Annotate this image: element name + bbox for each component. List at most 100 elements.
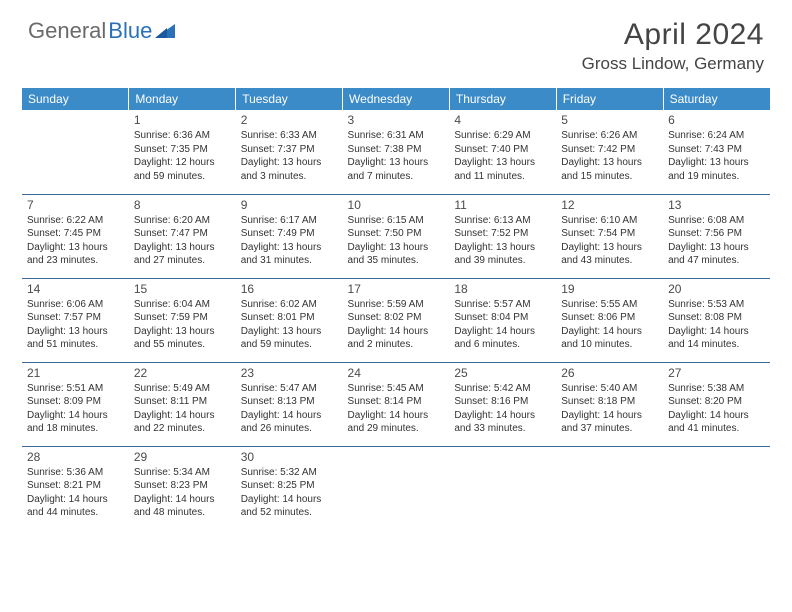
daylight-text: Daylight: 13 hours [668, 241, 765, 255]
daylight-text: and 51 minutes. [27, 338, 124, 352]
title-block: April 2024 Gross Lindow, Germany [582, 18, 764, 74]
day-cell: 18Sunrise: 5:57 AMSunset: 8:04 PMDayligh… [449, 278, 556, 362]
daylight-text: and 2 minutes. [348, 338, 445, 352]
day-number: 13 [668, 198, 765, 212]
sunrise-text: Sunrise: 6:22 AM [27, 214, 124, 228]
day-number: 6 [668, 113, 765, 127]
daylight-text: Daylight: 14 hours [348, 325, 445, 339]
day-cell: 25Sunrise: 5:42 AMSunset: 8:16 PMDayligh… [449, 362, 556, 446]
day-number: 20 [668, 282, 765, 296]
sunrise-text: Sunrise: 5:49 AM [134, 382, 231, 396]
day-header: Friday [556, 88, 663, 110]
day-cell: 13Sunrise: 6:08 AMSunset: 7:56 PMDayligh… [663, 194, 770, 278]
day-number: 21 [27, 366, 124, 380]
sunrise-text: Sunrise: 6:04 AM [134, 298, 231, 312]
sunrise-text: Sunrise: 5:34 AM [134, 466, 231, 480]
sunset-text: Sunset: 7:52 PM [454, 227, 551, 241]
sunset-text: Sunset: 8:13 PM [241, 395, 338, 409]
day-number: 14 [27, 282, 124, 296]
day-cell: 8Sunrise: 6:20 AMSunset: 7:47 PMDaylight… [129, 194, 236, 278]
day-number: 1 [134, 113, 231, 127]
day-cell: 7Sunrise: 6:22 AMSunset: 7:45 PMDaylight… [22, 194, 129, 278]
daylight-text: and 7 minutes. [348, 170, 445, 184]
daylight-text: Daylight: 13 hours [241, 156, 338, 170]
day-cell: 17Sunrise: 5:59 AMSunset: 8:02 PMDayligh… [343, 278, 450, 362]
sunset-text: Sunset: 7:35 PM [134, 143, 231, 157]
daylight-text: Daylight: 13 hours [348, 241, 445, 255]
day-cell: 27Sunrise: 5:38 AMSunset: 8:20 PMDayligh… [663, 362, 770, 446]
day-cell: 19Sunrise: 5:55 AMSunset: 8:06 PMDayligh… [556, 278, 663, 362]
sunset-text: Sunset: 7:49 PM [241, 227, 338, 241]
day-number: 18 [454, 282, 551, 296]
sunrise-text: Sunrise: 6:24 AM [668, 129, 765, 143]
sunset-text: Sunset: 8:23 PM [134, 479, 231, 493]
day-cell: 15Sunrise: 6:04 AMSunset: 7:59 PMDayligh… [129, 278, 236, 362]
daylight-text: Daylight: 14 hours [27, 493, 124, 507]
week-row: 28Sunrise: 5:36 AMSunset: 8:21 PMDayligh… [22, 446, 770, 530]
day-cell: 9Sunrise: 6:17 AMSunset: 7:49 PMDaylight… [236, 194, 343, 278]
day-number: 3 [348, 113, 445, 127]
day-cell [556, 446, 663, 530]
daylight-text: Daylight: 14 hours [134, 493, 231, 507]
week-row: 21Sunrise: 5:51 AMSunset: 8:09 PMDayligh… [22, 362, 770, 446]
daylight-text: Daylight: 14 hours [241, 409, 338, 423]
day-cell: 30Sunrise: 5:32 AMSunset: 8:25 PMDayligh… [236, 446, 343, 530]
sunrise-text: Sunrise: 6:06 AM [27, 298, 124, 312]
day-number: 27 [668, 366, 765, 380]
daylight-text: Daylight: 13 hours [241, 325, 338, 339]
day-cell: 22Sunrise: 5:49 AMSunset: 8:11 PMDayligh… [129, 362, 236, 446]
daylight-text: Daylight: 13 hours [348, 156, 445, 170]
daylight-text: Daylight: 14 hours [668, 409, 765, 423]
sunset-text: Sunset: 8:14 PM [348, 395, 445, 409]
day-number: 10 [348, 198, 445, 212]
daylight-text: and 35 minutes. [348, 254, 445, 268]
day-number: 29 [134, 450, 231, 464]
sunset-text: Sunset: 8:18 PM [561, 395, 658, 409]
daylight-text: Daylight: 14 hours [241, 493, 338, 507]
day-cell: 16Sunrise: 6:02 AMSunset: 8:01 PMDayligh… [236, 278, 343, 362]
sunrise-text: Sunrise: 5:53 AM [668, 298, 765, 312]
day-number: 12 [561, 198, 658, 212]
day-number: 15 [134, 282, 231, 296]
day-cell: 10Sunrise: 6:15 AMSunset: 7:50 PMDayligh… [343, 194, 450, 278]
sunrise-text: Sunrise: 5:47 AM [241, 382, 338, 396]
day-header: Sunday [22, 88, 129, 110]
day-number: 7 [27, 198, 124, 212]
day-number: 25 [454, 366, 551, 380]
day-cell: 23 Sunrise: 5:47 AMSunset: 8:13 PMDayligh… [236, 362, 343, 446]
week-row: 1Sunrise: 6:36 AMSunset: 7:35 PMDaylight… [22, 110, 770, 194]
day-cell: 20Sunrise: 5:53 AMSunset: 8:08 PMDayligh… [663, 278, 770, 362]
brand-triangle-icon [155, 22, 175, 38]
sunset-text: Sunset: 8:16 PM [454, 395, 551, 409]
day-header: Tuesday [236, 88, 343, 110]
sunset-text: Sunset: 7:42 PM [561, 143, 658, 157]
week-row: 7Sunrise: 6:22 AMSunset: 7:45 PMDaylight… [22, 194, 770, 278]
day-header-row: SundayMondayTuesdayWednesdayThursdayFrid… [22, 88, 770, 110]
sunrise-text: Sunrise: 5:59 AM [348, 298, 445, 312]
daylight-text: and 6 minutes. [454, 338, 551, 352]
daylight-text: Daylight: 13 hours [27, 325, 124, 339]
daylight-text: Daylight: 13 hours [134, 241, 231, 255]
location-label: Gross Lindow, Germany [582, 54, 764, 74]
day-header: Saturday [663, 88, 770, 110]
sunrise-text: Sunrise: 6:20 AM [134, 214, 231, 228]
sunrise-text: Sunrise: 5:45 AM [348, 382, 445, 396]
day-header: Wednesday [343, 88, 450, 110]
sunset-text: Sunset: 8:11 PM [134, 395, 231, 409]
day-cell: 5Sunrise: 6:26 AMSunset: 7:42 PMDaylight… [556, 110, 663, 194]
daylight-text: Daylight: 14 hours [348, 409, 445, 423]
daylight-text: and 18 minutes. [27, 422, 124, 436]
day-header: Thursday [449, 88, 556, 110]
day-cell: 29 Sunrise: 5:34 AMSunset: 8:23 PMDayligh… [129, 446, 236, 530]
sunset-text: Sunset: 8:25 PM [241, 479, 338, 493]
sunrise-text: Sunrise: 5:42 AM [454, 382, 551, 396]
sunrise-text: Sunrise: 6:29 AM [454, 129, 551, 143]
brand-logo: General Blue [28, 18, 175, 44]
day-number: 23 [241, 366, 338, 380]
daylight-text: Daylight: 14 hours [561, 325, 658, 339]
day-cell [343, 446, 450, 530]
daylight-text: and 10 minutes. [561, 338, 658, 352]
sunset-text: Sunset: 7:54 PM [561, 227, 658, 241]
daylight-text: Daylight: 14 hours [134, 409, 231, 423]
sunset-text: Sunset: 7:56 PM [668, 227, 765, 241]
